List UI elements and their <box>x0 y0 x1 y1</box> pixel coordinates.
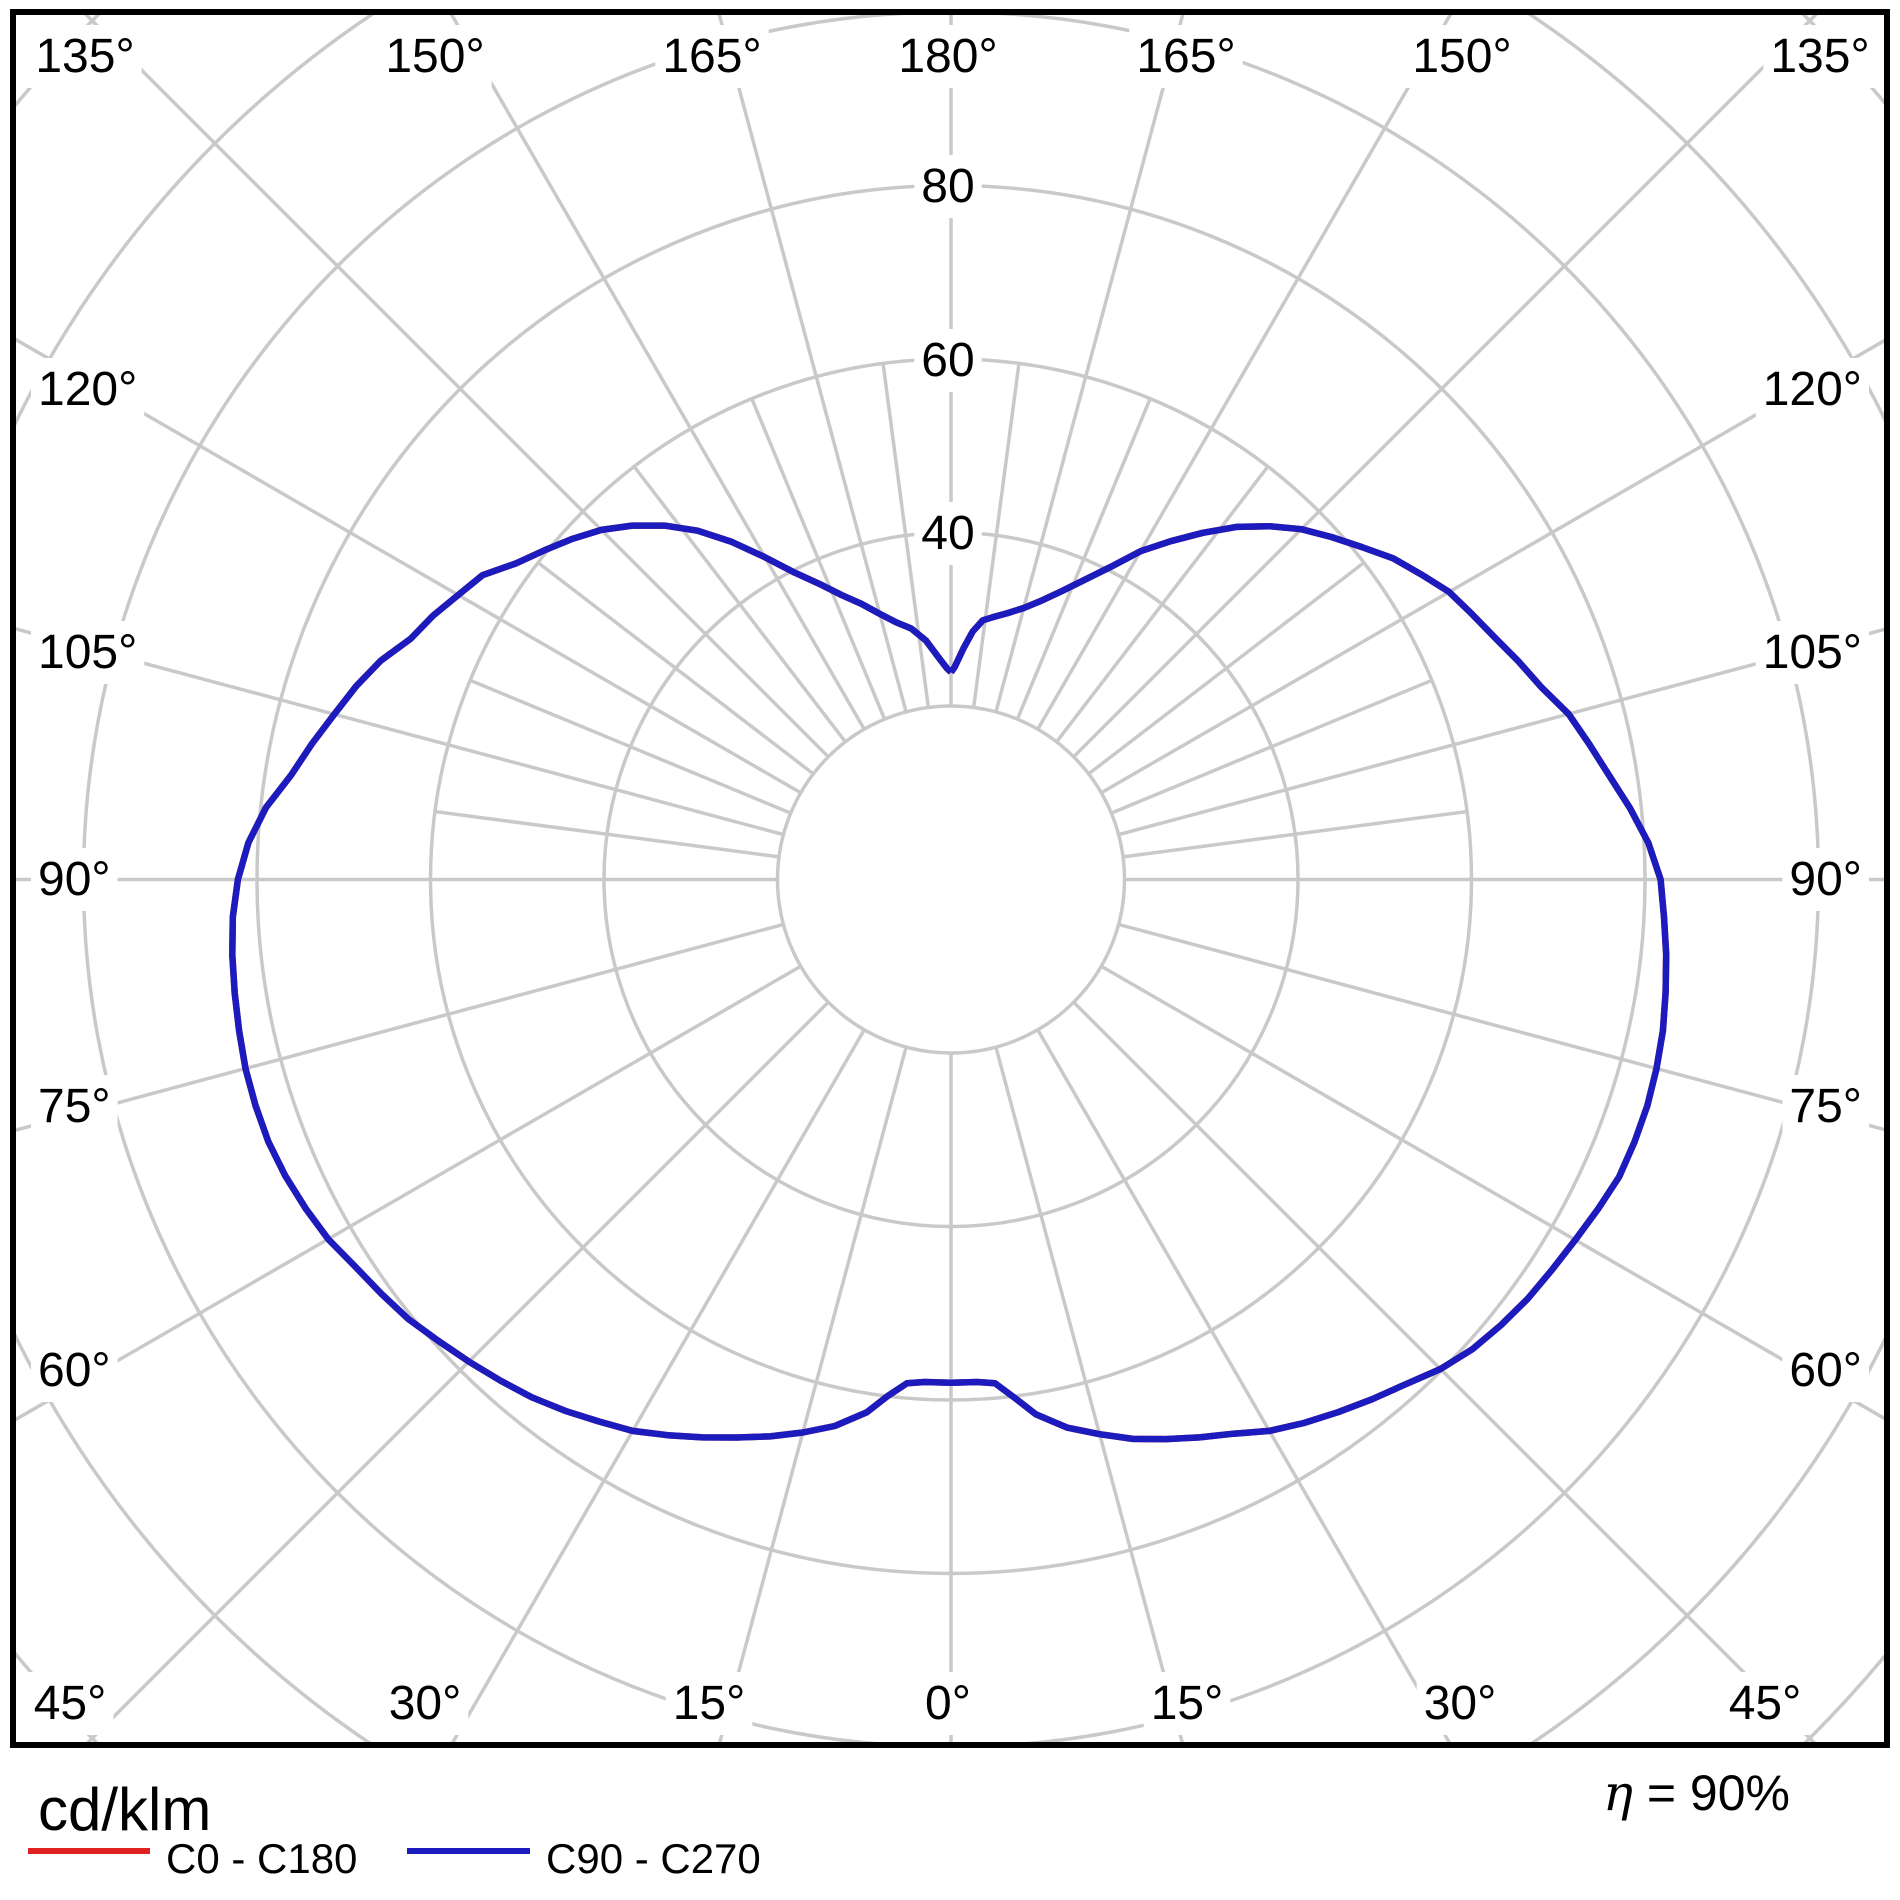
grid-ring-20 <box>775 704 1127 1055</box>
grid-minor-spoke--97.5 <box>434 809 780 859</box>
ring-label-80: 80 <box>921 160 974 213</box>
label-bg <box>914 502 982 565</box>
label-bg <box>914 155 982 218</box>
angle-label-bottom-45r: 45° <box>1729 1677 1802 1730</box>
ring-label-60: 60 <box>921 334 974 387</box>
angle-label-top-150r: 150° <box>1412 30 1511 83</box>
grid-minor-spoke--142.5 <box>632 465 847 743</box>
eta-symbol: η <box>1603 1764 1633 1822</box>
angle-label-bottom-15l: 15° <box>673 1677 746 1730</box>
angle-label-top-165r: 165° <box>1136 30 1235 83</box>
grid-minor-spoke-157.5 <box>1015 397 1152 720</box>
angle-label-bottom-15r: 15° <box>1151 1677 1224 1730</box>
label-bg <box>1416 1672 1504 1735</box>
angle-label-top-135l: 135° <box>35 30 134 83</box>
label-bg <box>31 848 118 911</box>
grid-spoke-315 <box>85 1000 830 1743</box>
label-bg <box>1755 621 1869 684</box>
label-bg <box>381 1672 469 1735</box>
angle-label-bottom-45l: 45° <box>34 1677 107 1730</box>
grid-minor-spoke-97.5 <box>1122 809 1468 859</box>
legend-label-c90-c270: C90 - C270 <box>546 1835 761 1882</box>
grid-spoke-75 <box>1118 922 1884 1132</box>
intensity-curves <box>229 522 1670 1443</box>
angle-label-right-60: 60° <box>1789 1344 1862 1397</box>
label-bg <box>31 1075 118 1138</box>
curve-c90-c270 <box>229 522 1670 1443</box>
grid-minor-spoke--172.5 <box>881 363 931 708</box>
grid-spoke-240 <box>16 337 802 795</box>
labels: 135° 150° 165° 180° 165° 150° 135° 120° … <box>34 30 1870 1730</box>
angle-label-right-75: 75° <box>1789 1080 1862 1133</box>
label-bg <box>1721 1672 1809 1735</box>
label-bg <box>28 25 142 88</box>
grid-spoke-285 <box>16 922 784 1132</box>
angle-label-top-180: 180° <box>898 30 997 83</box>
grid-spoke-345 <box>717 1046 908 1743</box>
angle-label-top-165l: 165° <box>662 30 761 83</box>
label-bg <box>26 1672 114 1735</box>
grid-spoke-210 <box>449 15 866 731</box>
label-bg <box>1755 358 1869 421</box>
angle-label-top-135r: 135° <box>1770 30 1869 83</box>
label-bg <box>31 1339 118 1402</box>
grid-spoke-120 <box>1100 338 1884 795</box>
grid-minor-spoke--127.5 <box>536 561 815 776</box>
grid-spoke-255 <box>16 627 784 837</box>
angle-label-left-105: 105° <box>38 626 137 679</box>
label-bg <box>1129 25 1243 88</box>
angle-label-top-150l: 150° <box>385 30 484 83</box>
grid-minor-spoke-172.5 <box>971 363 1021 708</box>
label-backgrounds <box>26 25 1877 1735</box>
angle-label-bottom-30r: 30° <box>1424 1677 1497 1730</box>
legend-label-c0-c180: C0 - C180 <box>166 1835 357 1882</box>
grid-spoke-60 <box>1100 964 1884 1421</box>
grid-spoke-195 <box>717 15 908 713</box>
efficiency-text: η = 90% <box>1603 1764 1790 1822</box>
angle-label-bottom-30l: 30° <box>389 1677 462 1730</box>
label-bg <box>1405 25 1519 88</box>
grid-spoke-330 <box>450 1028 866 1743</box>
label-bg <box>378 25 492 88</box>
angle-label-bottom-0: 0° <box>925 1677 971 1730</box>
angle-label-left-90: 90° <box>38 853 111 906</box>
label-bg <box>31 621 145 684</box>
angle-label-left-60: 60° <box>38 1344 111 1397</box>
label-bg <box>918 1672 978 1735</box>
label-bg <box>1763 25 1877 88</box>
grid-spoke-300 <box>16 964 802 1422</box>
angle-label-right-120: 120° <box>1763 363 1862 416</box>
angle-label-right-105: 105° <box>1763 626 1862 679</box>
label-bg <box>665 1672 753 1735</box>
grid-spoke-165 <box>994 15 1185 713</box>
unit-label: cd/klm <box>38 1776 211 1843</box>
label-bg <box>1143 1672 1231 1735</box>
eta-value: = 90% <box>1633 1765 1790 1821</box>
grid-minor-spoke-127.5 <box>1087 561 1366 776</box>
grid-spoke-105 <box>1118 627 1884 837</box>
grid-spoke-15 <box>994 1046 1185 1743</box>
angle-label-left-120: 120° <box>38 363 137 416</box>
grid-spoke-150 <box>1036 15 1453 731</box>
grid-minor-spoke--157.5 <box>750 397 887 720</box>
grid-minor-spoke--112.5 <box>469 678 792 815</box>
angle-label-right-90: 90° <box>1789 853 1862 906</box>
label-bg <box>1782 1339 1869 1402</box>
grid-minor-spoke-142.5 <box>1055 465 1270 743</box>
label-bg <box>914 329 982 392</box>
label-bg <box>655 25 769 88</box>
grid-minor-spoke-112.5 <box>1110 678 1433 815</box>
label-bg <box>891 25 1005 88</box>
label-bg <box>31 358 145 421</box>
label-bg <box>1782 1075 1869 1138</box>
angle-label-left-75: 75° <box>38 1080 111 1133</box>
grid-spoke-30 <box>1036 1028 1452 1743</box>
curve-c0-c180 <box>229 522 1670 1443</box>
label-bg <box>1782 848 1869 911</box>
plot-border <box>10 9 1890 1748</box>
ring-label-40: 40 <box>921 507 974 560</box>
